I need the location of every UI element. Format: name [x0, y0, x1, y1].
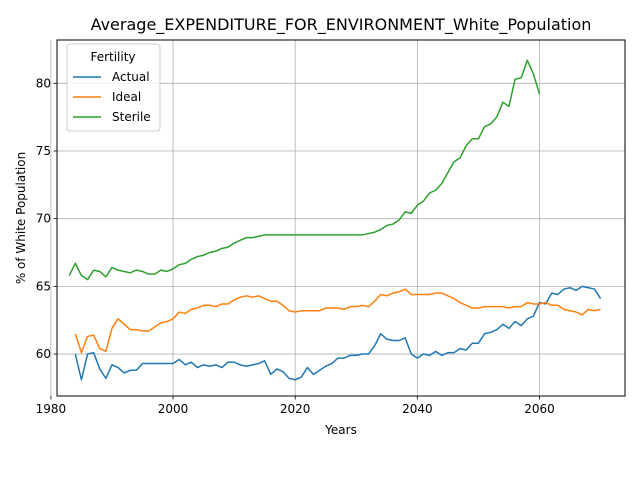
series-line-ideal: [74, 288, 601, 354]
x-tick-label: 1980: [36, 402, 67, 416]
y-tick-label: 75: [36, 144, 51, 158]
legend-items: Actual Ideal Sterile: [73, 70, 151, 124]
y-tick-label: 60: [36, 347, 51, 361]
series-lines: [68, 59, 602, 381]
x-tick-label: 2000: [158, 402, 189, 416]
chart-title: Average_EXPENDITURE_FOR_ENVIRONMENT_Whit…: [91, 15, 592, 35]
legend-box: [66, 43, 161, 132]
y-tick-label: 65: [36, 279, 51, 293]
legend-label-sterile: Sterile: [112, 110, 151, 124]
legend-label-ideal: Ideal: [112, 90, 141, 104]
x-tick-label: 2060: [524, 402, 555, 416]
series-line-sterile: [68, 59, 541, 281]
x-tick-label: 2040: [402, 402, 433, 416]
series-line-actual: [74, 285, 602, 381]
x-axis-label: Years: [324, 423, 357, 437]
x-tick-label: 2020: [280, 402, 311, 416]
axis-ticks: 1980 2000 2020 2040 2060 60 65 70 75 80: [36, 76, 555, 416]
plot-frame: [56, 39, 626, 397]
y-axis-label: % of White Population: [14, 152, 28, 284]
y-tick-label: 70: [36, 212, 51, 226]
legend-title: Fertility: [90, 50, 135, 64]
legend: Fertility Actual Ideal Sterile: [66, 43, 161, 132]
y-tick-label: 80: [36, 76, 51, 90]
legend-label-actual: Actual: [112, 70, 150, 84]
grid-lines: [50, 40, 625, 396]
